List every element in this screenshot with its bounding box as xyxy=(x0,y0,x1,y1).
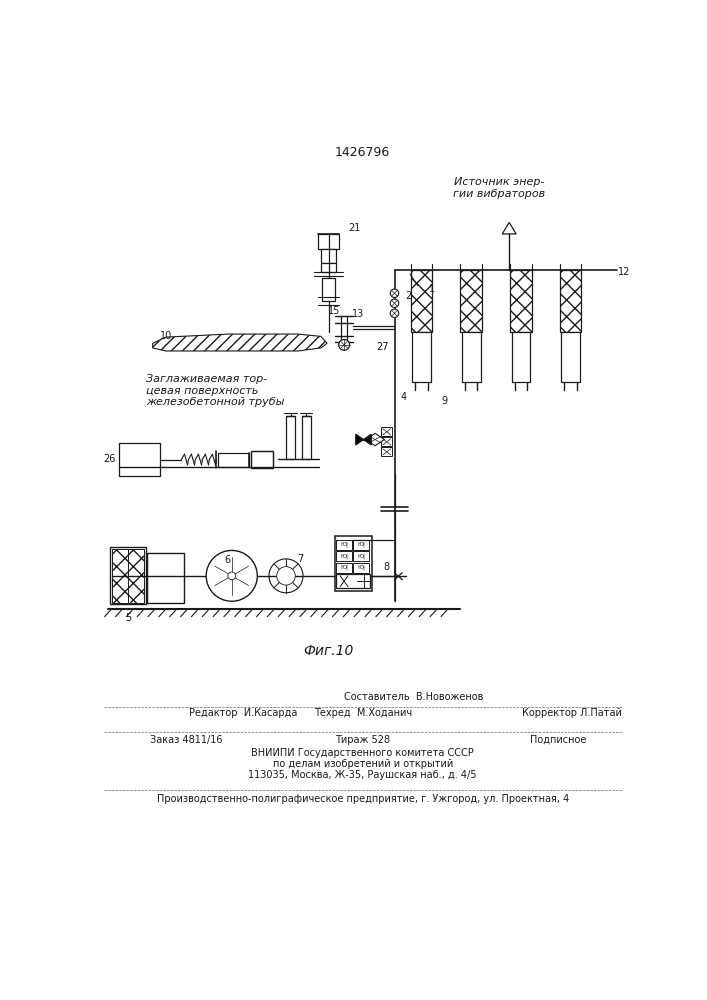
Text: Ю|: Ю| xyxy=(340,565,348,570)
Text: Ю|: Ю| xyxy=(340,542,348,547)
Text: Тираж 528: Тираж 528 xyxy=(335,735,390,745)
Text: 1: 1 xyxy=(429,284,436,294)
Text: 21: 21 xyxy=(348,223,361,233)
Bar xyxy=(381,437,392,446)
Circle shape xyxy=(390,299,399,307)
Bar xyxy=(301,416,311,459)
Circle shape xyxy=(206,550,257,601)
Text: по делам изобретений и открытий: по делам изобретений и открытий xyxy=(273,759,453,769)
Bar xyxy=(354,540,369,550)
Text: Производственно-полиграфическое предприятие, г. Ужгород, ул. Проектная, 4: Производственно-полиграфическое предприя… xyxy=(156,794,569,804)
Bar xyxy=(119,443,160,476)
Text: 113035, Москва, Ж-35, Раушская наб., д. 4/5: 113035, Москва, Ж-35, Раушская наб., д. … xyxy=(248,770,477,780)
Bar xyxy=(354,563,369,573)
Text: 2: 2 xyxy=(405,291,411,301)
Circle shape xyxy=(390,309,399,318)
Polygon shape xyxy=(153,334,327,351)
Text: 26: 26 xyxy=(103,454,115,464)
Text: Подписное: Подписное xyxy=(530,735,587,745)
Circle shape xyxy=(276,567,296,585)
Bar xyxy=(337,574,370,588)
Bar xyxy=(110,547,146,604)
Bar xyxy=(286,416,296,459)
Bar xyxy=(381,427,392,436)
Bar xyxy=(412,332,431,382)
Bar xyxy=(335,536,372,591)
Text: Корректор Л.Патай: Корректор Л.Патай xyxy=(522,708,622,718)
Text: Ю|: Ю| xyxy=(357,542,366,547)
Bar xyxy=(251,451,273,468)
Bar xyxy=(559,270,581,332)
Bar xyxy=(462,332,481,382)
Text: 10: 10 xyxy=(160,331,172,341)
Polygon shape xyxy=(356,434,363,445)
Bar xyxy=(218,453,249,466)
Text: Ю|: Ю| xyxy=(340,553,348,559)
Text: Фиг.10: Фиг.10 xyxy=(303,644,354,658)
Circle shape xyxy=(228,572,235,580)
Text: 8: 8 xyxy=(383,562,389,572)
Bar xyxy=(354,551,369,561)
Bar xyxy=(317,234,339,249)
Text: 6: 6 xyxy=(224,555,230,565)
Text: 5: 5 xyxy=(126,613,132,623)
Text: Техред  М.Ходанич: Техред М.Ходанич xyxy=(315,708,413,718)
Text: Ю|: Ю| xyxy=(357,565,366,570)
Bar xyxy=(322,278,335,301)
Bar xyxy=(561,332,580,382)
Text: Заказ 4811/16: Заказ 4811/16 xyxy=(151,735,223,745)
Bar xyxy=(460,270,482,332)
Text: Редактор  И.Касарда: Редактор И.Касарда xyxy=(189,708,298,718)
Bar xyxy=(337,551,352,561)
Circle shape xyxy=(339,339,349,350)
Text: 15: 15 xyxy=(328,306,340,316)
Polygon shape xyxy=(363,434,371,445)
Bar xyxy=(381,447,392,456)
Bar xyxy=(321,263,337,272)
Text: Составитель  В.Новоженов: Составитель В.Новоженов xyxy=(344,692,484,702)
Polygon shape xyxy=(366,433,385,446)
Text: 27: 27 xyxy=(376,342,388,352)
Text: 12: 12 xyxy=(618,267,630,277)
Bar xyxy=(512,332,530,382)
Bar xyxy=(112,549,144,603)
Text: 13: 13 xyxy=(352,309,364,319)
Text: Заглаживаемая тор-
цевая поверхность
железобетонной трубы: Заглаживаемая тор- цевая поверхность жел… xyxy=(146,374,285,407)
Text: 1426796: 1426796 xyxy=(335,146,390,159)
Bar xyxy=(251,451,273,468)
Text: Источник энер-
гии вибраторов: Источник энер- гии вибраторов xyxy=(453,177,545,199)
Text: 7: 7 xyxy=(298,554,304,564)
Text: 9: 9 xyxy=(441,396,447,406)
Bar xyxy=(510,270,532,332)
Circle shape xyxy=(390,289,399,297)
Bar xyxy=(337,563,352,573)
Bar xyxy=(337,540,352,550)
Bar xyxy=(146,553,184,603)
Text: ВНИИПИ Государственного комитета СССР: ВНИИПИ Государственного комитета СССР xyxy=(252,748,474,758)
Bar xyxy=(321,249,337,263)
Text: Ю|: Ю| xyxy=(357,553,366,559)
Bar xyxy=(411,270,433,332)
Text: 4: 4 xyxy=(401,392,407,402)
